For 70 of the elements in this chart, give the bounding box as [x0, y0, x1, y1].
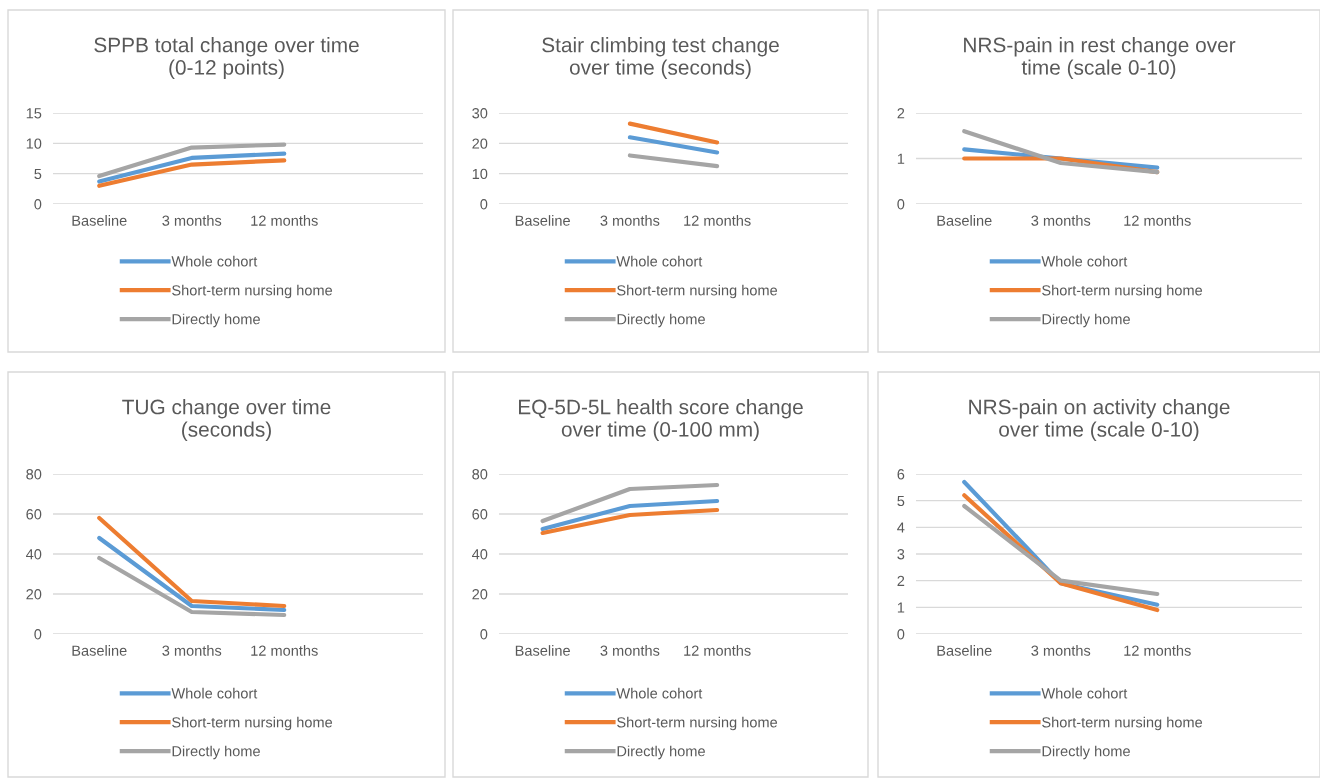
y-tick-label: 10	[472, 168, 488, 180]
legend-label: Short-term nursing home	[617, 284, 778, 299]
x-tick-label: Baseline	[515, 215, 570, 226]
legend-label: Directly home	[172, 313, 260, 328]
y-tick-label: 0	[34, 629, 42, 640]
legend-label: Short-term nursing home	[172, 716, 333, 731]
y-tick-label: 80	[472, 469, 488, 480]
y-tick-label: 30	[472, 108, 488, 119]
legend-label: Directly home	[1042, 745, 1130, 760]
x-tick-label: Baseline	[937, 645, 992, 656]
y-tick-label: 20	[472, 138, 488, 149]
x-tick-label: Baseline	[937, 215, 992, 226]
y-tick-label: 60	[26, 509, 42, 520]
x-tick-label: 12 months	[1124, 645, 1191, 656]
y-tick-label: 80	[26, 469, 42, 480]
y-tick-label: 4	[897, 522, 905, 533]
y-tick-label: 5	[34, 168, 42, 180]
y-tick-label: 2	[897, 575, 905, 586]
legend-label: Whole cohort	[616, 255, 703, 267]
x-tick-label: 12 months	[684, 215, 751, 226]
legend-label: Short-term nursing home	[1042, 284, 1203, 299]
legend-label: Whole cohort	[616, 687, 703, 699]
x-tick-label: 3 months	[1031, 215, 1091, 226]
legend-label: Whole cohort	[1041, 255, 1128, 267]
y-tick-label: 60	[472, 509, 488, 520]
legend-label: Short-term nursing home	[617, 716, 778, 731]
x-tick-label: 3 months	[162, 215, 222, 226]
y-tick-label: 5	[897, 495, 905, 507]
chart-title: EQ-5D-5L health score change over time (0-100 mm)	[519, 399, 803, 441]
legend-label: Short-term nursing home	[1042, 716, 1203, 731]
y-tick-label: 2	[897, 108, 905, 119]
y-tick-label: 1	[897, 602, 905, 613]
legend-label: Directly home	[172, 745, 260, 760]
y-tick-label: 1	[897, 153, 905, 164]
chart-title: SPPB total change over time (0-12 points)	[94, 37, 359, 79]
x-tick-label: Baseline	[72, 645, 127, 656]
x-tick-label: 3 months	[600, 645, 660, 656]
x-tick-label: 12 months	[251, 215, 318, 226]
legend-label: Directly home	[617, 313, 705, 328]
legend-label: Whole cohort	[1041, 687, 1128, 699]
y-tick-label: 0	[897, 629, 905, 640]
x-tick-label: 3 months	[1031, 645, 1091, 656]
x-tick-label: 12 months	[684, 645, 751, 656]
chart-title: NRS-pain in rest change over time (scale 0-10)	[964, 37, 1236, 79]
chart-title: TUG change over time (seconds)	[122, 399, 331, 441]
y-tick-label: 40	[26, 549, 42, 560]
legend-label: Directly home	[617, 745, 705, 760]
y-tick-label: 0	[34, 199, 42, 210]
y-tick-label: 0	[480, 199, 488, 210]
legend-label: Directly home	[1042, 313, 1130, 328]
x-tick-label: 12 months	[251, 645, 318, 656]
y-tick-label: 20	[472, 589, 488, 600]
legend-label: Whole cohort	[171, 687, 258, 699]
y-tick-label: 15	[26, 108, 42, 119]
y-tick-label: 3	[897, 549, 905, 560]
x-tick-label: 3 months	[162, 645, 222, 656]
y-tick-label: 20	[26, 589, 42, 600]
x-tick-label: 3 months	[600, 215, 660, 226]
y-tick-label: 10	[26, 138, 42, 149]
legend-label: Whole cohort	[171, 255, 258, 267]
chart-title: NRS-pain on activity change over time (scale 0-10)	[969, 399, 1230, 441]
y-tick-label: 40	[472, 549, 488, 560]
x-tick-label: 12 months	[1124, 215, 1191, 226]
y-tick-label: 0	[480, 629, 488, 640]
chart-title: Stair climbing test change over time (seconds)	[542, 37, 779, 79]
legend-label: Short-term nursing home	[172, 284, 333, 299]
x-tick-label: Baseline	[515, 645, 570, 656]
y-tick-label: 0	[897, 199, 905, 210]
y-tick-label: 6	[897, 469, 905, 480]
x-tick-label: Baseline	[72, 215, 127, 226]
